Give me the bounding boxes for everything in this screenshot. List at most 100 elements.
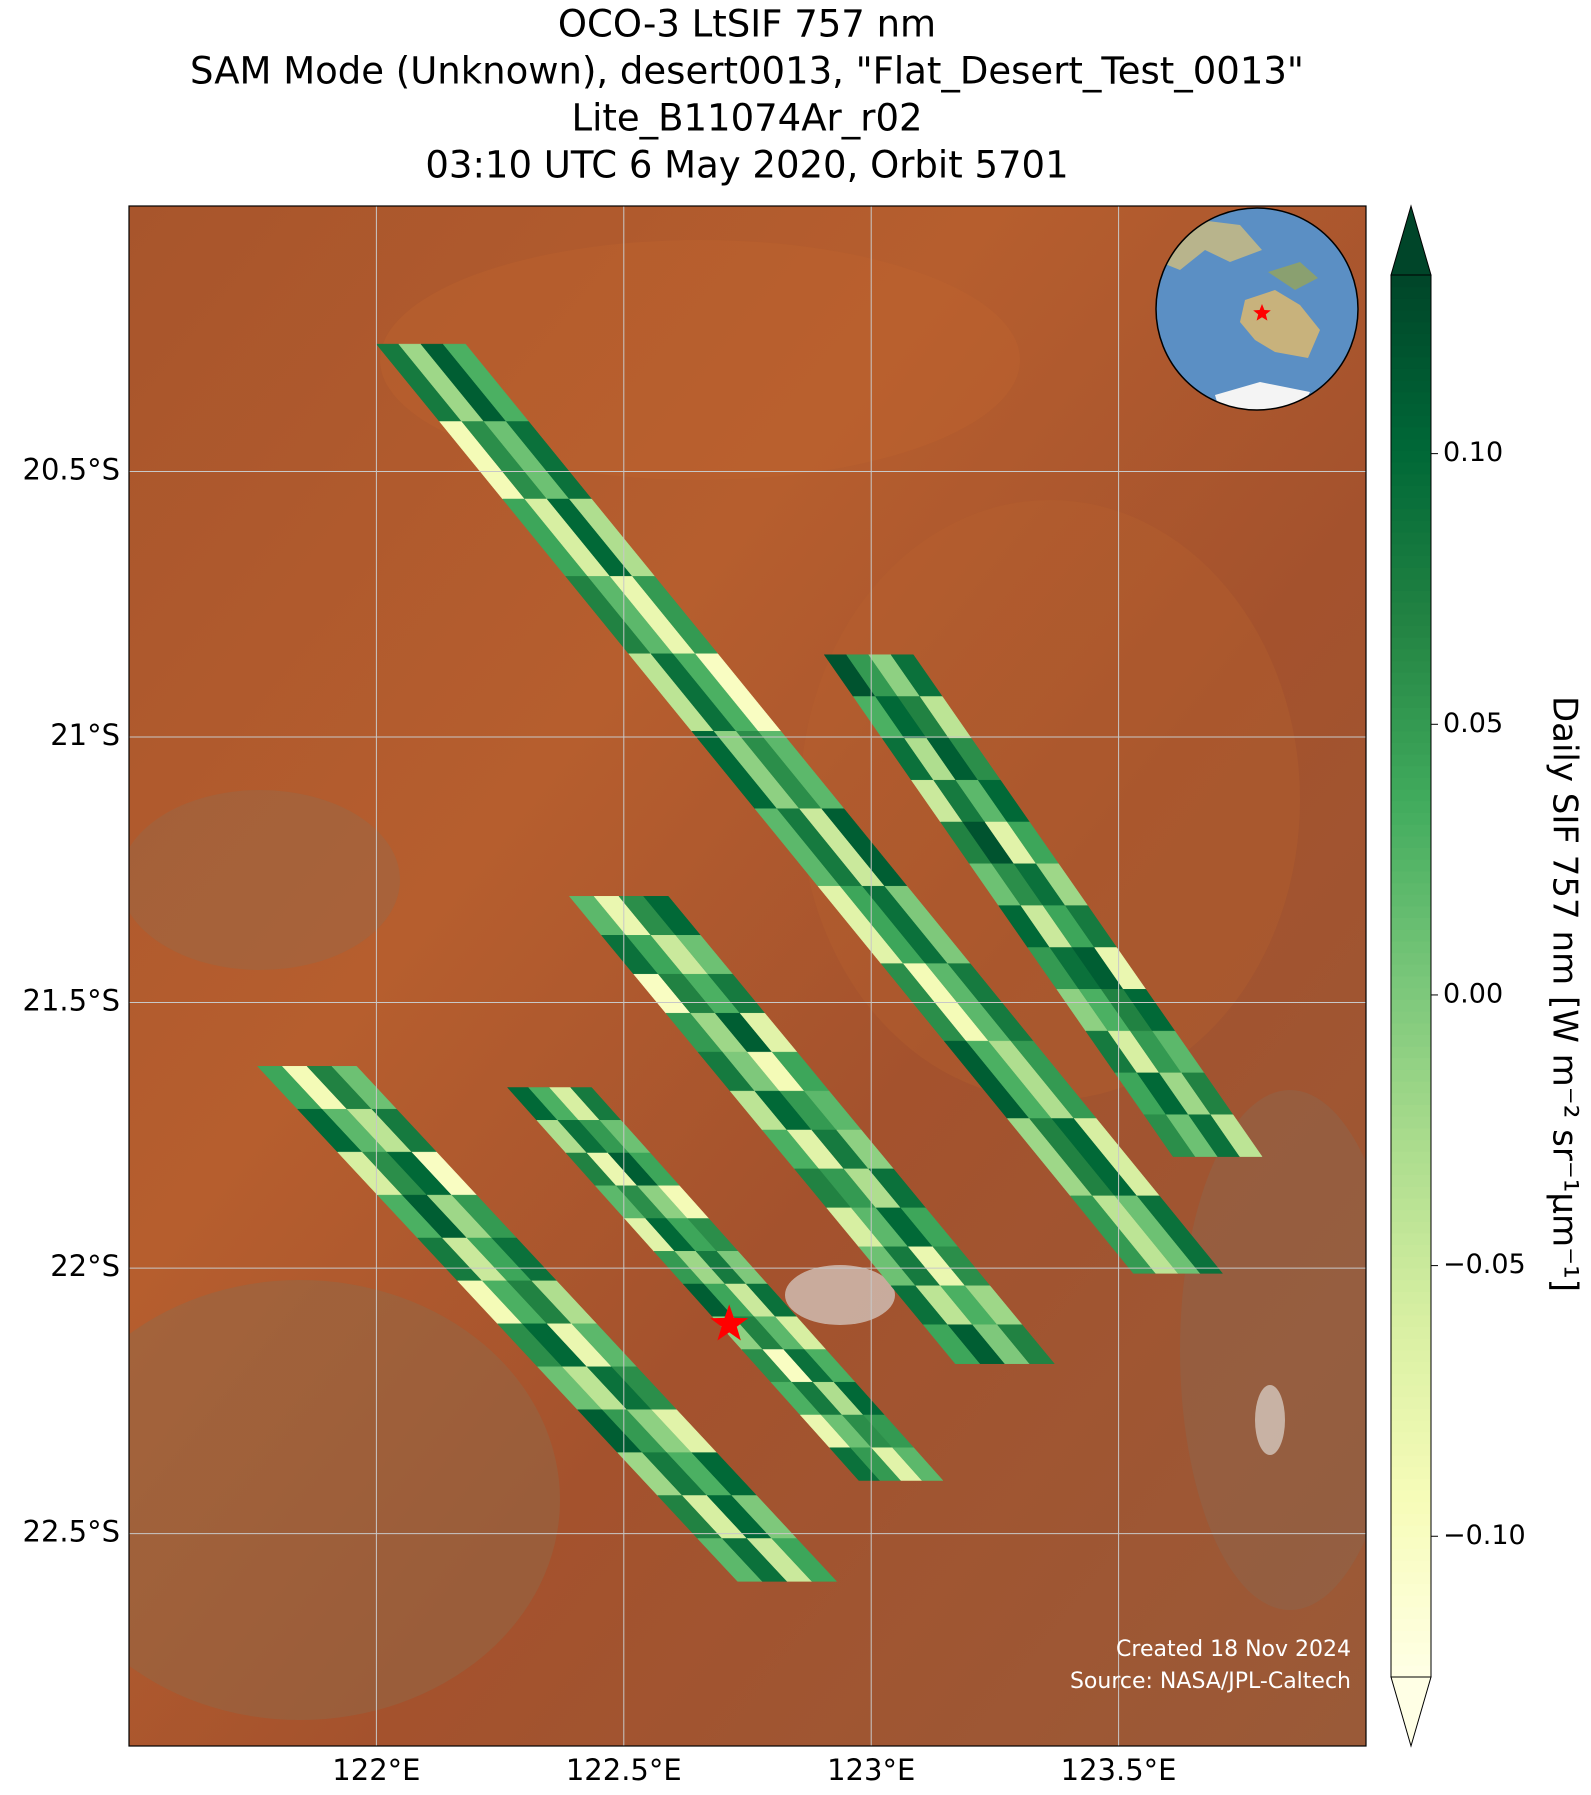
colorbar-step — [1391, 1080, 1431, 1094]
colorbar-step — [1391, 800, 1431, 813]
colorbar-step — [1391, 1115, 1431, 1129]
basemap — [129, 206, 1366, 1746]
colorbar-step — [1391, 1127, 1431, 1141]
colorbar-step — [1391, 1641, 1431, 1655]
colorbar-step — [1391, 1501, 1431, 1514]
colorbar-step — [1391, 286, 1431, 299]
colorbar-step — [1391, 1629, 1431, 1643]
sif-cell — [996, 1324, 1055, 1364]
x-tick-label: 123°E — [827, 1753, 915, 1787]
colorbar-step — [1391, 1068, 1431, 1082]
colorbar-step — [1391, 975, 1431, 989]
colorbar-step — [1391, 391, 1431, 405]
colorbar-step — [1391, 998, 1431, 1012]
colorbar-step — [1391, 601, 1431, 615]
colorbar-step — [1391, 484, 1431, 498]
colorbar-extend-min — [1390, 1676, 1432, 1748]
title-line: 03:10 UTC 6 May 2020, Orbit 5701 — [425, 144, 1068, 187]
colorbar-step — [1391, 1174, 1431, 1187]
colorbar-step — [1391, 1314, 1431, 1327]
colorbar-tick-label: 0.05 — [1443, 708, 1503, 739]
colorbar-step — [1391, 508, 1431, 521]
y-tick-label: 22°S — [50, 1249, 120, 1283]
colorbar-step — [1391, 379, 1431, 393]
colorbar-step — [1391, 274, 1431, 288]
colorbar-step — [1391, 648, 1431, 662]
colorbar-step — [1391, 1326, 1431, 1339]
colorbar-step — [1391, 1244, 1431, 1257]
title-line: Lite_B11074Ar_r02 — [571, 97, 922, 140]
colorbar-step — [1391, 788, 1431, 802]
colorbar: 0.10 0.05 0.00 −0.05 −0.10 — [1390, 204, 1526, 1748]
title-line: OCO-3 LtSIF 757 nm — [558, 3, 936, 46]
colorbar-step — [1391, 1150, 1431, 1164]
colorbar-tick-label: 0.10 — [1443, 437, 1503, 468]
credit: Source: NASA/JPL-Caltech — [1070, 1669, 1351, 1694]
colorbar-step — [1391, 1583, 1431, 1596]
colorbar-step — [1391, 1466, 1431, 1479]
colorbar-step — [1391, 952, 1431, 965]
y-tick-label: 20.5°S — [23, 453, 120, 487]
colorbar-step — [1391, 1384, 1431, 1398]
colorbar-step — [1391, 578, 1431, 591]
colorbar-tick-label: −0.05 — [1443, 1249, 1526, 1280]
colorbar-step — [1391, 683, 1431, 697]
colorbar-step — [1391, 1419, 1431, 1433]
colorbar-step — [1391, 449, 1431, 463]
colorbar-step — [1391, 473, 1431, 486]
colorbar-step — [1391, 1255, 1431, 1269]
axes: 122°E 122.5°E 123°E 123.5°E 20.5°S 21°S 21.5°S… — [23, 453, 1177, 1787]
colorbar-step — [1391, 1606, 1431, 1620]
colorbar-step — [1391, 531, 1431, 545]
colorbar-step — [1391, 917, 1431, 930]
colorbar-step — [1391, 321, 1431, 334]
colorbar-step — [1391, 741, 1431, 755]
colorbar-step — [1391, 882, 1431, 895]
sif-cell — [892, 1447, 944, 1481]
colorbar-step — [1391, 1185, 1431, 1199]
colorbar-step — [1391, 706, 1431, 720]
colorbar-step — [1391, 928, 1431, 942]
colorbar-step — [1391, 461, 1431, 475]
credit: Created 18 Nov 2024 — [1116, 1637, 1351, 1662]
colorbar-step — [1391, 1267, 1431, 1281]
colorbar-step — [1391, 1653, 1431, 1666]
colorbar-step — [1391, 566, 1431, 580]
colorbar-step — [1391, 1104, 1431, 1117]
colorbar-step — [1391, 893, 1431, 907]
colorbar-step — [1391, 963, 1431, 977]
colorbar-step — [1391, 1512, 1431, 1526]
colorbar-step — [1391, 438, 1431, 451]
colorbar-step — [1391, 1454, 1431, 1468]
colorbar-step — [1391, 414, 1431, 428]
colorbar-step — [1391, 1057, 1431, 1070]
colorbar-step — [1391, 1349, 1431, 1363]
colorbar-step — [1391, 1220, 1431, 1234]
sif-cell — [1136, 1195, 1224, 1274]
colorbar-step — [1391, 1337, 1431, 1351]
colorbar-step — [1391, 1361, 1431, 1374]
colorbar-step — [1391, 695, 1431, 708]
colorbar-step — [1391, 823, 1431, 837]
swaths — [257, 343, 1263, 1582]
colorbar-step — [1391, 718, 1431, 732]
colorbar-step — [1391, 1536, 1431, 1549]
grid — [129, 206, 1366, 1746]
colorbar-step — [1391, 1139, 1431, 1152]
colorbar-tick-label: 0.00 — [1443, 978, 1503, 1009]
x-tick-label: 122°E — [332, 1753, 420, 1787]
y-tick-label: 21°S — [50, 718, 120, 752]
colorbar-frame — [1390, 274, 1432, 1678]
colorbar-step — [1391, 1290, 1431, 1304]
colorbar-step — [1391, 1033, 1431, 1047]
colorbar-step — [1391, 344, 1431, 358]
colorbar-step — [1391, 660, 1431, 673]
colorbar-step — [1391, 625, 1431, 638]
colorbar-step — [1391, 403, 1431, 416]
colorbar-step — [1391, 753, 1431, 767]
colorbar-step — [1391, 496, 1431, 510]
colorbar-step — [1391, 589, 1431, 603]
colorbar-step — [1391, 519, 1431, 533]
